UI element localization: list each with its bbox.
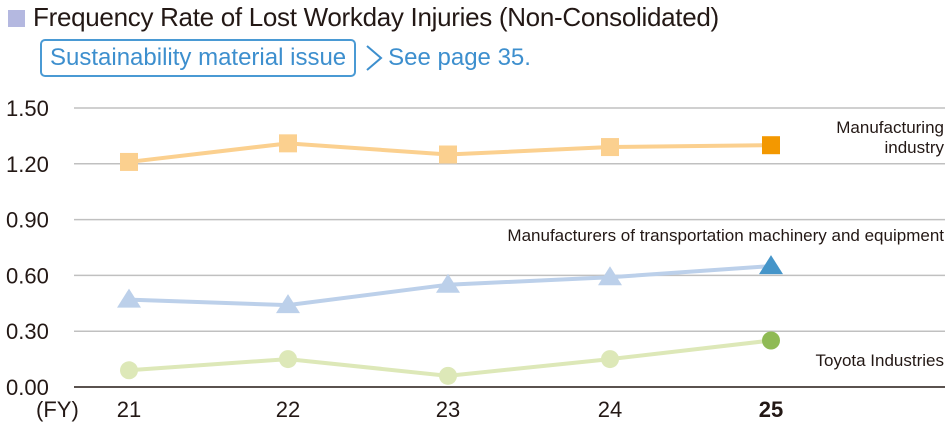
x-axis-ticks: (FY) 21 22 23 24 25 [36,397,783,422]
x-axis-unit: (FY) [36,397,79,422]
x-tick-label: 25 [759,397,783,422]
x-tick-label: 21 [117,397,141,422]
circle-marker-icon [439,366,457,385]
circle-marker-icon [279,350,297,369]
triangle-marker-icon [436,273,460,293]
chart-title: Frequency Rate of Lost Workday Injuries … [33,2,719,32]
y-tick-label: 0.30 [6,319,49,344]
see-page-label: See page 35. [388,44,531,71]
series-label: Manufacturing [836,118,944,137]
circle-marker-icon [120,361,138,380]
chevron-right-icon [366,45,383,71]
triangle-marker-icon [276,294,300,314]
series-label: Toyota Industries [815,351,944,370]
y-tick-label: 0.00 [6,375,49,400]
circle-marker-icon [601,350,619,369]
chart-header: Frequency Rate of Lost Workday Injuries … [8,2,719,32]
circle-marker-icon [762,331,780,350]
x-tick-label: 23 [436,397,460,422]
see-page-link[interactable]: See page 35. [364,43,531,73]
y-tick-label: 0.60 [6,263,49,288]
y-tick-label: 1.50 [6,96,49,121]
gridlines [74,107,945,388]
material-issue-badge: Sustainability material issue [40,39,357,77]
x-tick-label: 24 [598,397,622,422]
series-lines [117,134,783,385]
triangle-marker-icon [759,255,783,275]
reference-row: Sustainability material issue See page 3… [40,39,531,77]
triangle-marker-icon [117,288,141,308]
series-label: Manufacturers of transportation machiner… [507,226,944,245]
square-marker-icon [439,145,457,164]
square-marker-icon [601,138,619,157]
square-marker-icon [762,136,780,155]
y-tick-label: 0.90 [6,208,49,233]
triangle-marker-icon [598,266,622,286]
title-square-icon [8,9,25,27]
x-tick-label: 22 [276,397,300,422]
y-axis-ticks: 1.50 1.20 0.90 0.60 0.30 0.00 [6,96,49,400]
square-marker-icon [279,134,297,153]
series-label: industry [884,138,944,157]
y-tick-label: 1.20 [6,152,49,177]
square-marker-icon [120,152,138,171]
